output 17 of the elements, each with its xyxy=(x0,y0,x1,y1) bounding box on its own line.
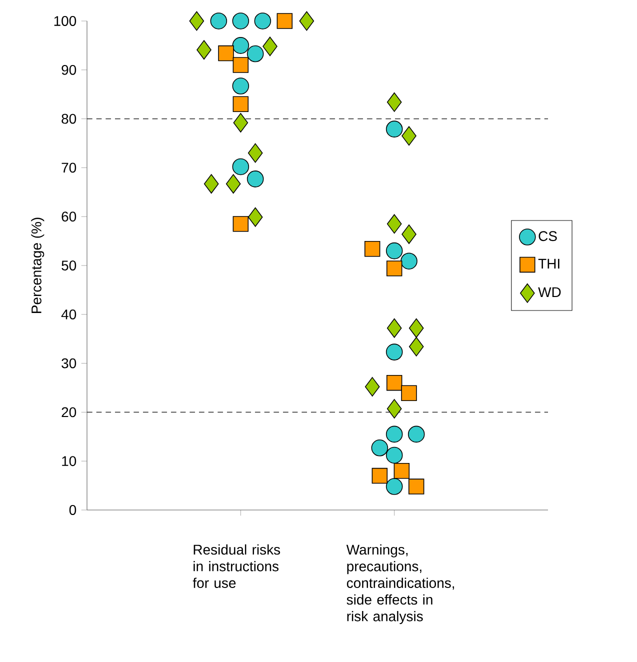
y-axis-title: Percentage (%) xyxy=(31,218,44,313)
y-tick-label: 80 xyxy=(62,114,76,124)
x-tick-label: Residual risks in instructions for use xyxy=(192,544,280,588)
x-tick-label: Warnings, precautions, contraindications, side effects in risk analysis xyxy=(346,544,454,624)
legend-label: WD xyxy=(538,287,561,297)
y-tick-label: 100 xyxy=(54,16,76,26)
y-tick-label: 40 xyxy=(61,309,76,320)
legend-label: THI xyxy=(538,258,560,269)
y-tick-label: 0 xyxy=(69,505,76,515)
y-tick-label: 60 xyxy=(62,212,76,222)
y-tick-label: 70 xyxy=(62,162,76,173)
y-tick-label: 20 xyxy=(62,407,76,418)
y-tick-label: 30 xyxy=(62,358,76,368)
y-tick-label: 50 xyxy=(62,260,76,270)
y-tick-label: 90 xyxy=(62,64,76,75)
legend-label: CS xyxy=(538,231,557,242)
y-tick-label: 10 xyxy=(62,456,76,466)
